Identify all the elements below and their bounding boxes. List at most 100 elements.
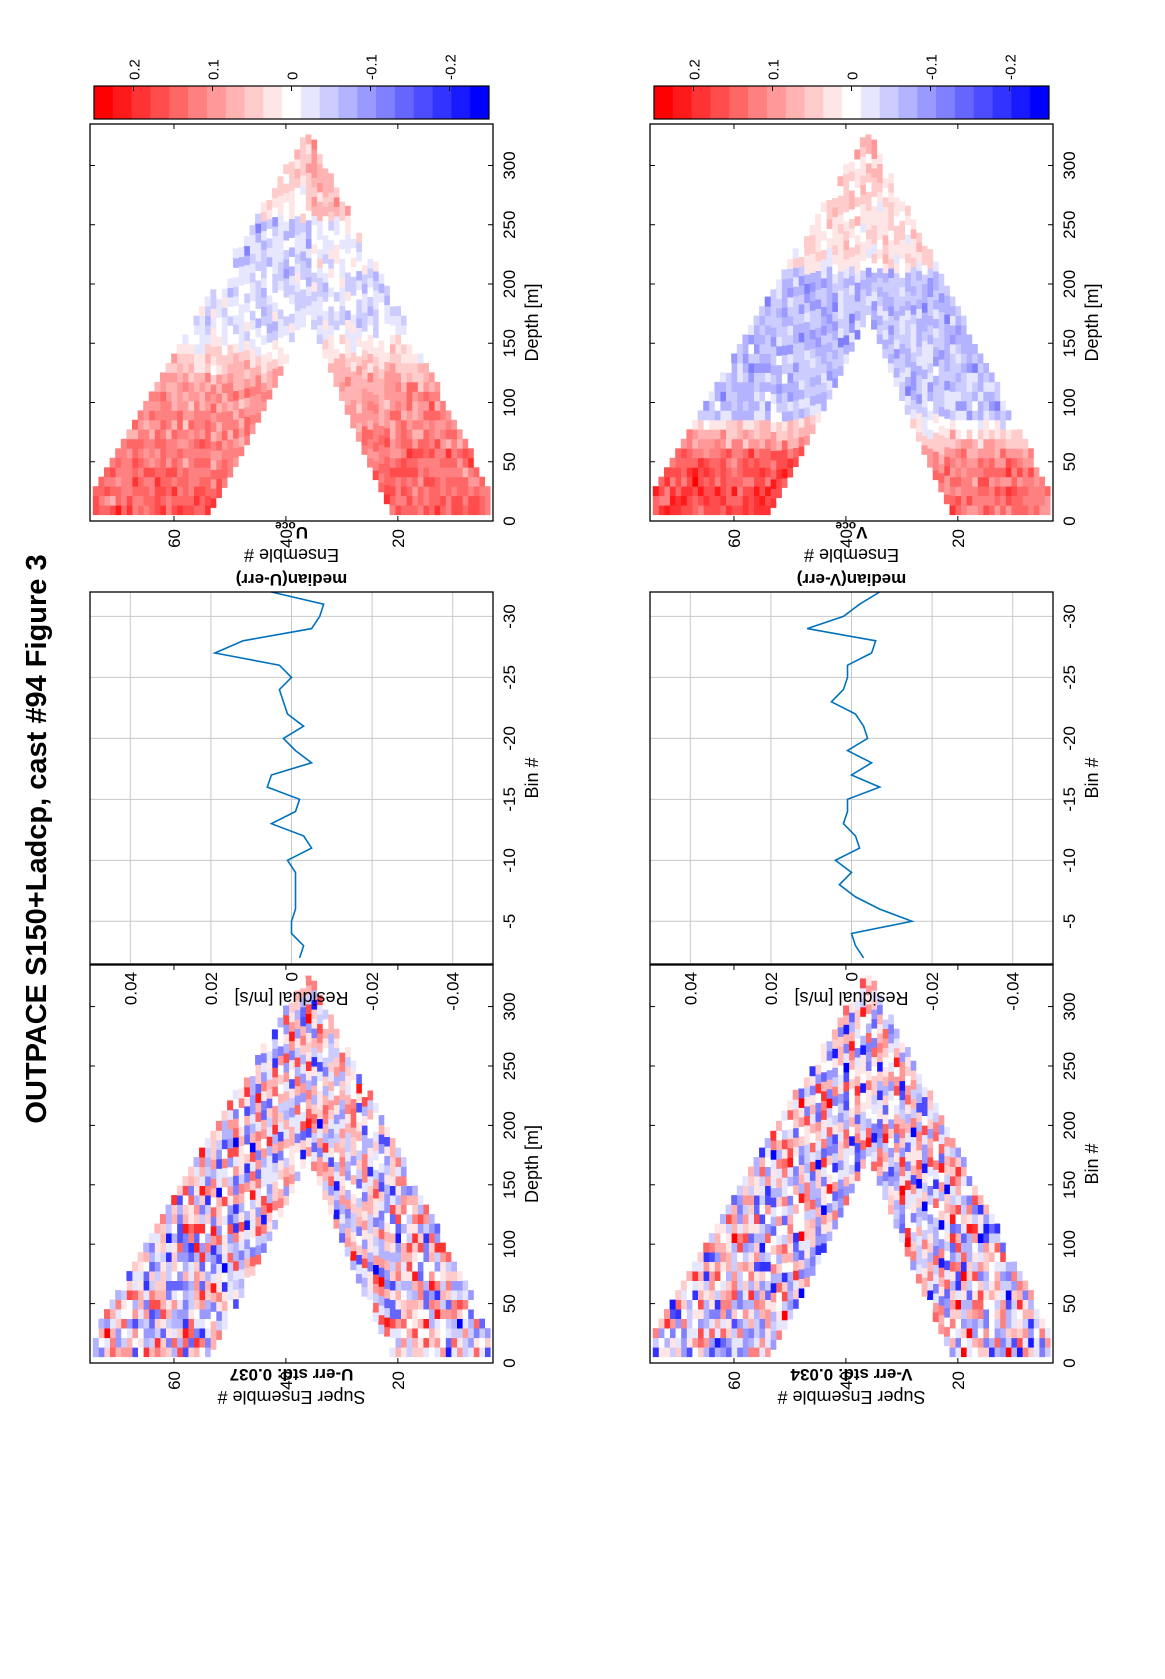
- heatmap-cell: [400, 1271, 407, 1281]
- heatmap-cell: [910, 380, 917, 391]
- colorbar-swatch: [395, 86, 415, 119]
- heatmap-cell: [372, 451, 379, 462]
- heatmap-cell: [720, 381, 726, 392]
- heatmap-cell: [764, 381, 771, 392]
- heatmap-cell: [798, 351, 805, 362]
- heatmap-cell: [210, 336, 217, 347]
- x-tick-label: 60: [165, 1371, 184, 1390]
- heatmap-cell: [820, 1138, 827, 1149]
- heatmap-cell: [960, 429, 967, 440]
- heatmap-cell: [227, 1157, 234, 1168]
- heatmap-cell: [143, 495, 150, 506]
- heatmap-cell: [260, 1242, 267, 1253]
- heatmap-cell: [938, 472, 945, 483]
- heatmap-cell: [1011, 429, 1017, 440]
- heatmap-cell: [266, 266, 273, 277]
- heatmap-cell: [803, 1220, 810, 1230]
- heatmap-cell: [955, 495, 961, 506]
- heatmap-cell: [955, 1233, 961, 1243]
- heatmap-cell: [731, 1347, 738, 1358]
- heatmap-cell: [798, 1231, 805, 1241]
- heatmap-cell: [395, 1309, 401, 1319]
- heatmap-cell: [188, 1347, 194, 1358]
- heatmap-cell: [400, 1318, 407, 1329]
- heatmap-cell: [904, 1246, 911, 1257]
- heatmap-cell: [126, 457, 133, 468]
- heatmap-cell: [367, 287, 374, 297]
- heatmap-cell: [966, 334, 973, 345]
- heatmap-cell: [932, 470, 939, 481]
- heatmap-cell: [344, 348, 351, 358]
- heatmap-cell: [148, 486, 155, 497]
- heatmap-cell: [697, 1318, 704, 1329]
- heatmap-cell: [977, 1195, 984, 1205]
- heatmap-cell: [938, 1124, 945, 1135]
- heatmap-cell: [344, 1246, 351, 1257]
- heatmap-cell: [803, 312, 810, 322]
- heatmap-cell: [1005, 438, 1012, 449]
- heatmap-cell: [932, 1103, 939, 1113]
- heatmap-cell: [176, 495, 183, 506]
- heatmap-cell: [826, 1155, 833, 1166]
- heatmap-cell: [938, 454, 945, 464]
- heatmap-cell: [971, 1185, 978, 1196]
- heatmap-cell: [938, 1324, 945, 1335]
- heatmap-cell: [983, 1242, 989, 1253]
- heatmap-cell: [327, 1128, 334, 1139]
- heatmap-cell: [753, 410, 760, 421]
- heatmap-cell: [927, 1280, 934, 1291]
- heatmap-cell: [904, 395, 911, 406]
- heatmap-cell: [143, 457, 150, 468]
- heatmap-cell: [299, 165, 306, 176]
- heatmap-cell: [367, 381, 374, 392]
- heatmap-cell: [871, 149, 878, 159]
- heatmap-cell: [904, 224, 911, 235]
- heatmap-cell: [322, 1066, 329, 1077]
- heatmap-cell: [686, 1280, 693, 1291]
- heatmap-cell: [193, 1166, 200, 1177]
- heatmap-cell: [428, 476, 435, 487]
- heatmap-cell: [344, 262, 351, 273]
- heatmap-cell: [160, 1233, 166, 1243]
- heatmap-cell: [955, 344, 961, 354]
- heatmap-cell: [927, 381, 934, 392]
- heatmap-cell: [148, 1309, 155, 1319]
- heatmap-cell: [249, 1094, 256, 1105]
- heatmap-cell: [697, 1261, 704, 1272]
- heatmap-cell: [188, 1290, 194, 1300]
- heatmap-cell: [232, 1099, 239, 1110]
- heatmap-cell: [255, 1140, 262, 1151]
- heatmap-cell: [921, 331, 928, 342]
- heatmap-cell: [764, 438, 771, 449]
- heatmap-cell: [271, 311, 278, 322]
- heatmap-cell: [893, 1209, 900, 1220]
- heatmap-cell: [160, 1290, 166, 1300]
- heatmap-cell: [260, 240, 267, 250]
- heatmap-cell: [120, 1347, 127, 1358]
- heatmap-cell: [960, 438, 967, 449]
- heatmap-cell: [854, 320, 861, 331]
- heatmap-cell: [428, 1318, 435, 1329]
- heatmap-cell: [955, 476, 961, 487]
- heatmap-cell: [434, 1223, 441, 1234]
- heatmap-cell: [904, 376, 911, 387]
- heatmap-cell: [327, 1071, 334, 1082]
- heatmap-cell: [294, 1123, 301, 1134]
- heatmap-cell: [731, 486, 738, 497]
- heatmap-cell: [988, 486, 995, 497]
- heatmap-cell: [283, 344, 290, 355]
- heatmap-cell: [210, 384, 217, 395]
- heatmap-cell: [988, 372, 995, 383]
- heatmap-cell: [283, 1110, 290, 1120]
- heatmap-cell: [199, 391, 206, 402]
- heatmap-cell: [938, 1238, 945, 1249]
- heatmap-cell: [871, 1047, 878, 1058]
- heatmap-cell: [798, 1240, 805, 1251]
- heatmap-cell: [708, 438, 715, 449]
- heatmap-cell: [378, 463, 385, 474]
- heatmap-cell: [188, 1233, 194, 1243]
- x-tick-label: 0: [283, 972, 302, 981]
- heatmap-cell: [406, 438, 413, 449]
- heatmap-cell: [949, 400, 956, 411]
- heatmap-cell: [859, 978, 866, 989]
